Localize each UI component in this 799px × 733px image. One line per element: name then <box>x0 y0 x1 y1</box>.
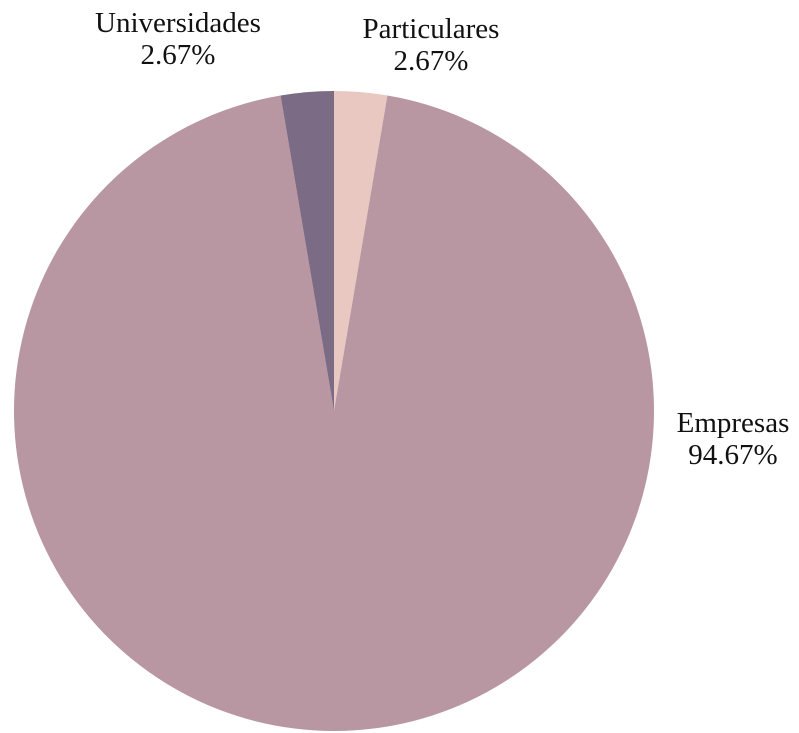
slice-label-particulares: Particulares <box>363 13 500 45</box>
slice-label-universidades: Universidades <box>95 7 261 39</box>
pie-slice-empresas <box>14 95 655 731</box>
pie-slices <box>14 91 655 731</box>
pie-slice-universidades <box>280 91 334 411</box>
slice-value-label-empresas: 94.67% <box>688 439 777 471</box>
pie-slice-particulares <box>334 91 388 411</box>
pie-labels: Particulares2.67%Empresas94.67%Universid… <box>95 7 789 471</box>
slice-label-empresas: Empresas <box>677 407 790 439</box>
slice-value-label-universidades: 2.67% <box>141 39 216 71</box>
slice-value-label-particulares: 2.67% <box>394 45 469 77</box>
